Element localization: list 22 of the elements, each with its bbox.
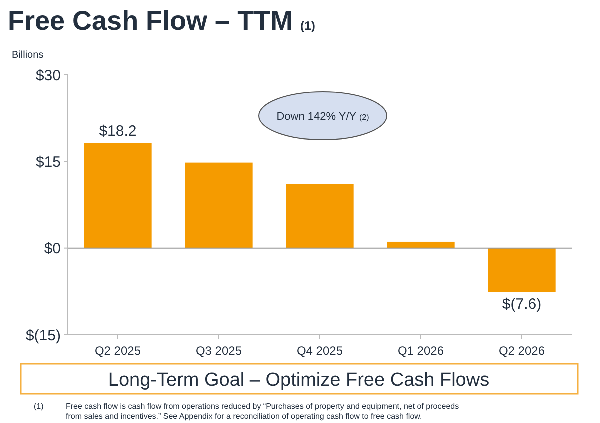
bar: [488, 248, 556, 292]
bar: [185, 162, 253, 248]
y-tick-label: $30: [36, 67, 61, 84]
annotation: Down 142% Y/Y (2): [276, 111, 370, 123]
bar: [286, 184, 354, 248]
y-tick-label: $15: [36, 154, 61, 171]
x-tick-label: Q1 2026: [398, 344, 444, 358]
text: (1): [34, 402, 44, 411]
x-tick-label: Q2 2026: [498, 344, 546, 358]
data-label: $(7.6): [502, 296, 542, 314]
bar: [387, 242, 455, 248]
chart-title: Free Cash Flow – TTM (1): [8, 6, 316, 36]
text: Long-Term Goal – Optimize Free Cash Flows: [108, 370, 490, 391]
text: Free cash flow is cash flow from operations reduced by “Purchases of property and equipment, net of proceeds from sales and incentives.” See Appendix for a reconciliation of operating cash flow to free cash flow.: [66, 402, 460, 421]
y-axis-title: Billions: [12, 50, 44, 61]
y-tick-label: $(15): [26, 327, 61, 344]
x-tick-label: Q3 2025: [196, 344, 242, 358]
x-tick-label: Q2 2025: [94, 344, 142, 358]
bar: [84, 143, 152, 248]
x-tick-label: Q4 2025: [296, 344, 344, 358]
y-tick-label: $0: [44, 240, 61, 258]
data-label: $18.2: [99, 123, 137, 140]
